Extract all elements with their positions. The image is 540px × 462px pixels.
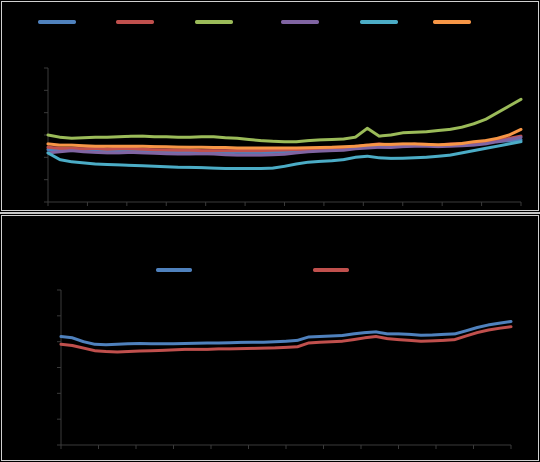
bottom-chart-panel — [0, 214, 540, 462]
plot-area-0 — [44, 67, 523, 206]
top-line-chart — [38, 20, 523, 206]
bottom-chart-border — [1, 215, 539, 461]
series-line-2 — [59, 325, 513, 354]
top-chart-panel — [0, 0, 540, 212]
series-line-3 — [46, 97, 523, 144]
series-line-6 — [46, 127, 523, 150]
series-line-1 — [59, 320, 513, 347]
top-chart-border — [1, 1, 539, 211]
plot-area-1 — [57, 289, 513, 449]
panel-divider — [0, 212, 540, 214]
bottom-line-chart — [57, 268, 513, 449]
series-line-4 — [46, 135, 523, 157]
series-line-5 — [46, 140, 523, 170]
